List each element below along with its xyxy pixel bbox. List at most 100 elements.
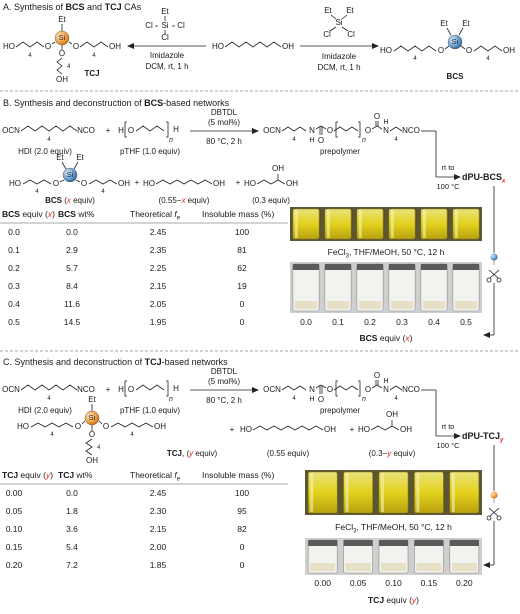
atom-label: O <box>59 49 65 58</box>
atom-label-part: Et <box>161 7 169 16</box>
atom-label: n <box>362 137 366 144</box>
atom-label: O <box>53 179 59 188</box>
vial-photo <box>290 262 482 313</box>
table-cell-part: 0.00 <box>6 488 23 498</box>
atom-label: Cl <box>161 33 169 42</box>
atom-label-part: O <box>466 46 472 55</box>
compound-label: TCJ, (y equiv) <box>167 449 218 458</box>
repeat-bracket <box>358 121 361 138</box>
atom-label-part: O <box>128 126 134 135</box>
atom-label: NCO <box>77 126 95 135</box>
table-cell-part: 2.45 <box>150 488 167 498</box>
atom-label: 4 <box>101 189 105 195</box>
compound-label-part: (0.55 equiv) <box>267 449 310 458</box>
photo-tick-label-part: 0.15 <box>421 578 438 588</box>
atom-label-part: 4 <box>92 53 96 59</box>
table-cell: 2.15 <box>150 281 167 291</box>
product-label: dPU-TCJy <box>462 431 504 443</box>
photo-caption-part: FeCl <box>328 247 346 257</box>
atom-label: NCO <box>402 385 420 394</box>
table-cell: 0 <box>240 299 245 309</box>
atom-label: n <box>362 396 366 403</box>
atom-label-part: H <box>309 396 314 403</box>
vial-cap <box>414 540 444 546</box>
chain <box>389 385 403 391</box>
table-cell-part: 62 <box>237 263 247 273</box>
condition: (5 mol%) <box>208 377 240 386</box>
compound-label: (0.3 equiv) <box>252 196 290 205</box>
atom-label: O <box>128 385 134 394</box>
table-cell-part: 0 <box>240 299 245 309</box>
table-header: BCS wt% <box>58 209 95 219</box>
bond <box>59 179 65 183</box>
atom-label: O <box>103 422 109 431</box>
atom-label: OCN <box>2 126 20 135</box>
atom-label-part: OCN <box>263 385 281 394</box>
vial <box>324 208 352 240</box>
compound-label: prepolymer <box>320 406 360 415</box>
photo-axis-label-part: x <box>404 333 410 343</box>
table-cell-part: 100 <box>235 488 249 498</box>
atom-label-part: OH <box>118 179 130 188</box>
chain <box>79 41 109 48</box>
photo-tick-label-part: 0.20 <box>456 578 473 588</box>
table-header-part: x <box>47 209 53 219</box>
plus-part: + <box>135 178 140 187</box>
table-cell-part: 100 <box>235 227 249 237</box>
atom-label-part: N <box>309 385 315 394</box>
atom-label-part: HO <box>9 179 21 188</box>
table-cell: 0.0 <box>66 227 78 237</box>
atom-label-part: O <box>318 395 324 404</box>
chain <box>224 41 282 48</box>
condition-part: DBTDL <box>211 367 238 376</box>
photo-axis-label-part: ) <box>416 595 419 605</box>
atom-label-part: O <box>327 385 333 394</box>
compound-name: BCS <box>447 72 465 81</box>
compound-label: pTHF (1.0 equiv) <box>120 406 180 415</box>
condition: 100 °C <box>436 182 460 191</box>
table-header-part: y <box>45 470 51 480</box>
table-cell-part: 11.6 <box>64 299 80 309</box>
atom-label-part: OH <box>282 42 294 51</box>
atom-label-part: HO <box>380 46 392 55</box>
vial-highlight <box>358 210 362 238</box>
chain <box>333 126 359 132</box>
bond <box>51 41 56 45</box>
photo-axis-label-part: ) <box>410 333 413 343</box>
atom-label-part: H <box>383 119 388 126</box>
cleavage-agent-icon <box>490 253 498 261</box>
table-cell: 2.45 <box>150 227 167 237</box>
condition: 80 °C, 2 h <box>206 137 242 146</box>
table-header-part: Theoretical <box>130 209 174 219</box>
repeat-bracket <box>166 380 169 397</box>
atom-label-part: OH <box>286 179 298 188</box>
atom-label: O <box>75 422 81 431</box>
table-cell-part: 0.0 <box>66 488 78 498</box>
chain <box>155 179 213 185</box>
table-header-part: equiv ( <box>18 470 46 480</box>
photo-tick-label: 0.10 <box>385 578 402 588</box>
vial-highlight <box>310 473 314 512</box>
atom-label-part: H <box>383 378 388 385</box>
atom-label-part: OH <box>386 410 398 419</box>
atom-label-part: O <box>103 422 109 431</box>
table-cell: 2.45 <box>150 488 167 498</box>
table-cell: 2.9 <box>66 245 78 255</box>
atom-label: Si <box>59 33 66 42</box>
si-sphere <box>447 34 463 50</box>
compound-label-part: , ( <box>182 449 189 458</box>
photo-tick-label: 0.3 <box>396 317 408 327</box>
table-cell: 1.8 <box>66 506 78 516</box>
atom-label-part: N <box>383 385 389 394</box>
cleavage-agent-icon <box>490 491 498 499</box>
section-title-part: -based networks <box>162 357 229 367</box>
scissors-icon <box>486 515 492 521</box>
photo-tick-label: 0.2 <box>364 317 376 327</box>
compound-label-part: equiv) <box>185 196 209 205</box>
condition-part: 100 °C <box>436 441 460 450</box>
table-cell-part: 0.4 <box>8 299 20 309</box>
atom-label: Si <box>67 170 74 179</box>
atom-label: Et <box>346 6 354 15</box>
photo-axis-label-part: TCJ <box>368 595 384 605</box>
photo-tick-label: 0.1 <box>332 317 344 327</box>
